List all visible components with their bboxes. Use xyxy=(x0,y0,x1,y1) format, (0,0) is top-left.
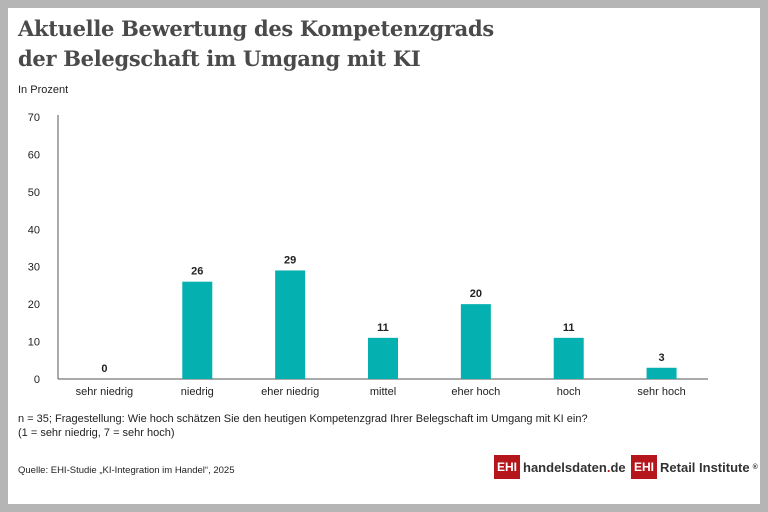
y-tick-label: 30 xyxy=(28,262,40,274)
chart-card xyxy=(8,8,760,504)
logo-text: Retail Institute xyxy=(660,459,750,475)
ehi-badge: EHI xyxy=(631,455,658,479)
bar xyxy=(553,337,584,379)
x-tick-label: eher niedrig xyxy=(261,386,319,398)
y-tick-label: 70 xyxy=(28,112,40,124)
bar xyxy=(646,367,677,379)
y-tick-label: 40 xyxy=(28,224,40,236)
bar xyxy=(275,270,306,379)
bar xyxy=(368,337,398,379)
source-note: Quelle: EHI-Studie „KI-Integration im Ha… xyxy=(18,465,235,476)
x-tick-label: sehr hoch xyxy=(637,386,685,398)
data-label: 20 xyxy=(470,288,482,300)
footnote-line-2: (1 = sehr niedrig, 7 = sehr hoch) xyxy=(18,427,175,439)
y-tick-label: 10 xyxy=(28,337,40,349)
ehi-retail-institute-logo: EHI Retail Institute ® xyxy=(631,455,758,479)
data-label: 11 xyxy=(563,322,575,334)
bar xyxy=(182,281,213,379)
data-label: 0 xyxy=(101,363,107,375)
bar xyxy=(460,304,491,379)
x-tick-label: sehr niedrig xyxy=(76,386,133,398)
handelsdaten-logo: EHI handelsdaten.de xyxy=(494,455,626,479)
y-tick-label: 60 xyxy=(28,149,40,161)
ehi-badge: EHI xyxy=(494,455,521,479)
y-tick-label: 0 xyxy=(34,374,40,386)
data-label: 3 xyxy=(659,352,665,364)
y-tick-label: 20 xyxy=(28,299,40,311)
data-label: 11 xyxy=(377,322,389,334)
x-tick-label: eher hoch xyxy=(451,386,500,398)
x-tick-label: hoch xyxy=(557,386,581,398)
title-line-2: der Belegschaft im Umgang mit KI xyxy=(18,46,421,71)
data-label: 29 xyxy=(284,254,296,266)
footnote: n = 35; Fragestellung: Wie hoch schätzen… xyxy=(18,412,588,440)
title-line-1: Aktuelle Bewertung des Kompetenzgrads xyxy=(18,16,494,41)
y-axis-label: In Prozent xyxy=(18,84,69,96)
logo-text: handelsdaten.de xyxy=(523,459,626,475)
data-label: 26 xyxy=(191,266,203,278)
x-tick-label: niedrig xyxy=(181,386,214,398)
footnote-line-1: n = 35; Fragestellung: Wie hoch schätzen… xyxy=(18,413,588,425)
chart-title: Aktuelle Bewertung des Kompetenzgrads de… xyxy=(18,14,494,74)
y-tick-label: 50 xyxy=(28,187,40,199)
x-tick-label: mittel xyxy=(370,386,396,398)
